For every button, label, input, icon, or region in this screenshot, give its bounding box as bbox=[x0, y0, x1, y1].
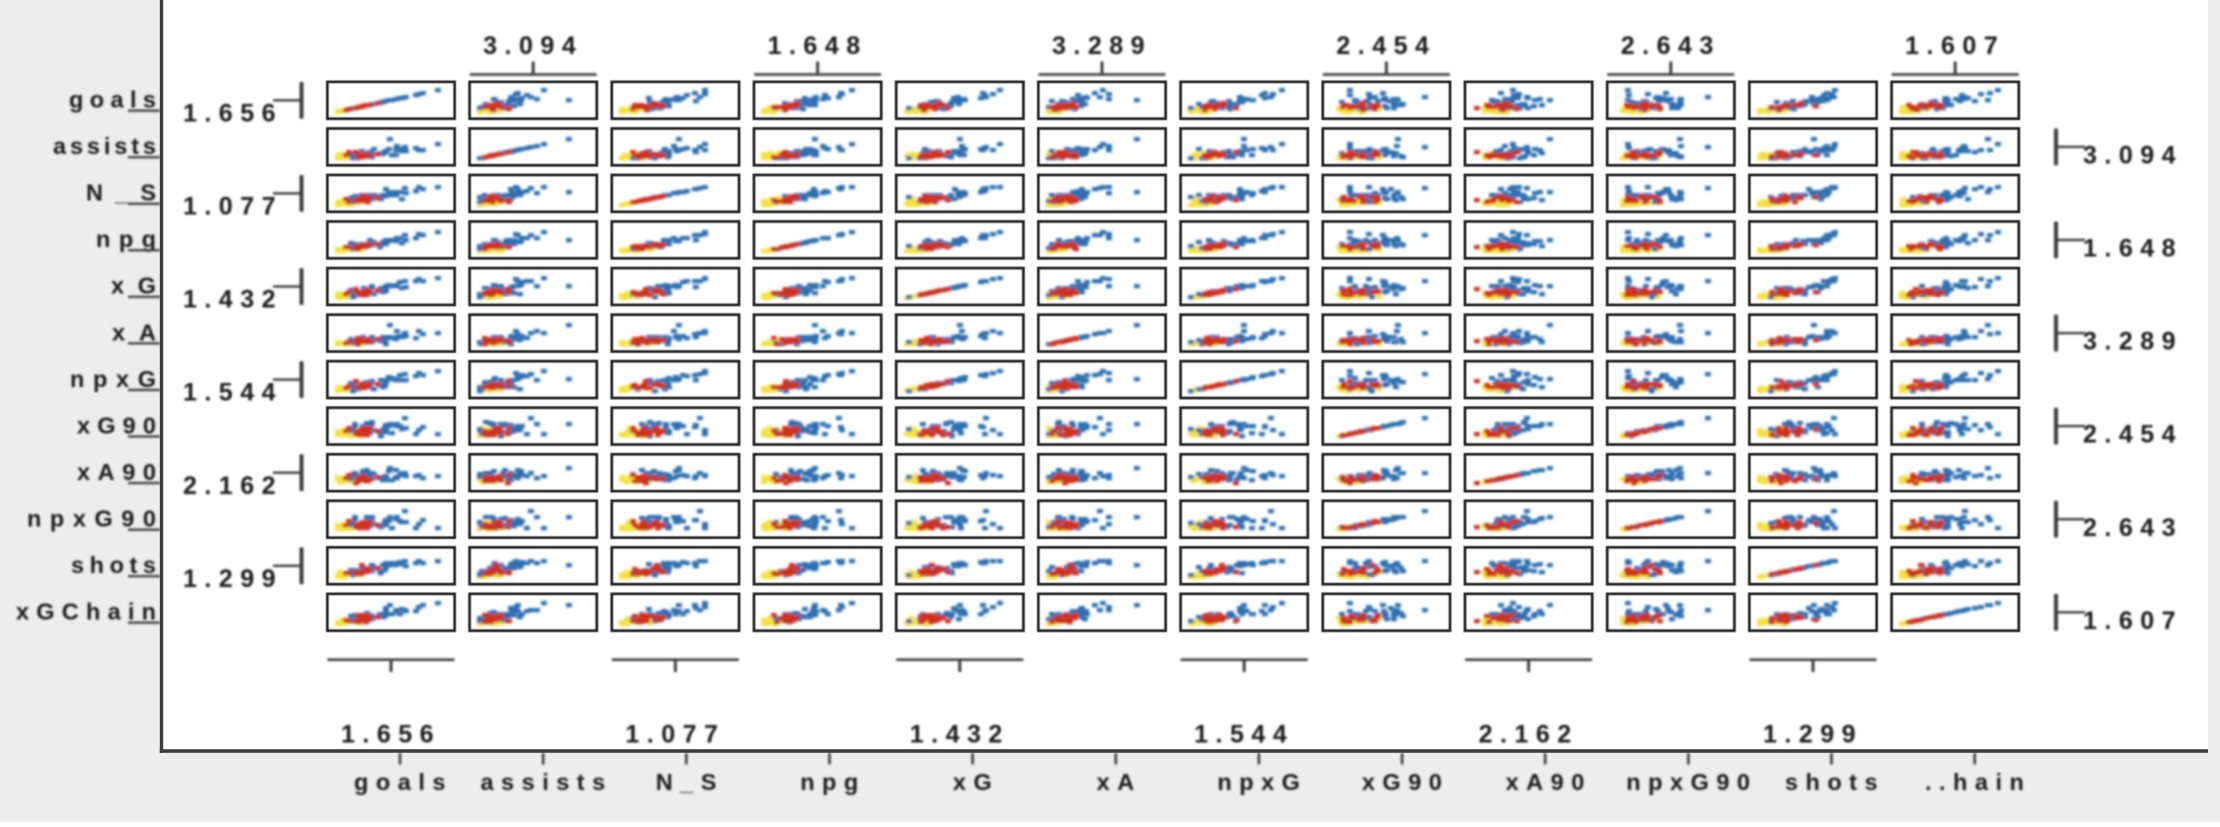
svg-text:shots: shots bbox=[71, 552, 156, 578]
svg-text:goals: goals bbox=[354, 769, 453, 795]
svg-text:1.544: 1.544 bbox=[1194, 721, 1294, 749]
svg-text:1.432: 1.432 bbox=[910, 721, 1010, 749]
svg-text:3.094: 3.094 bbox=[2083, 142, 2183, 170]
svg-text:1.544: 1.544 bbox=[183, 379, 283, 407]
svg-text:npg: npg bbox=[800, 769, 866, 795]
svg-text:3.094: 3.094 bbox=[483, 32, 583, 60]
svg-text:xA: xA bbox=[1097, 769, 1142, 795]
svg-text:3.289: 3.289 bbox=[2083, 328, 2183, 356]
svg-text:npxG90: npxG90 bbox=[1626, 769, 1757, 795]
svg-text:1.656: 1.656 bbox=[183, 99, 283, 127]
svg-text:2.162: 2.162 bbox=[183, 472, 283, 500]
svg-text:2.643: 2.643 bbox=[1621, 32, 1721, 60]
svg-text:N_S: N_S bbox=[86, 180, 156, 206]
svg-text:N_S: N_S bbox=[656, 769, 724, 795]
svg-text:xG: xG bbox=[953, 769, 999, 795]
svg-text:assists: assists bbox=[480, 769, 612, 795]
svg-text:2.454: 2.454 bbox=[1336, 32, 1436, 60]
svg-text:assists: assists bbox=[53, 133, 156, 159]
svg-text:1.656: 1.656 bbox=[341, 721, 441, 749]
svg-text:1.648: 1.648 bbox=[768, 32, 868, 60]
svg-text:2.643: 2.643 bbox=[2083, 514, 2183, 542]
svg-text:1.607: 1.607 bbox=[1905, 32, 2005, 60]
svg-text:shots: shots bbox=[1785, 769, 1885, 795]
svg-text:1.607: 1.607 bbox=[2083, 607, 2183, 635]
svg-text:2.454: 2.454 bbox=[2083, 421, 2183, 449]
svg-text:1.299: 1.299 bbox=[183, 565, 283, 593]
svg-text:2.162: 2.162 bbox=[1479, 721, 1579, 749]
svg-text:npg: npg bbox=[96, 226, 156, 252]
svg-text:1.077: 1.077 bbox=[183, 193, 283, 221]
svg-text:1.648: 1.648 bbox=[2083, 235, 2183, 263]
svg-text:1.077: 1.077 bbox=[625, 721, 725, 749]
svg-text:xA90: xA90 bbox=[1506, 769, 1592, 795]
svg-text:xGChain: xGChain bbox=[16, 599, 156, 625]
svg-text:goals: goals bbox=[69, 87, 156, 113]
svg-text:1.299: 1.299 bbox=[1763, 721, 1863, 749]
svg-text:..hain: ..hain bbox=[1925, 769, 2031, 795]
svg-text:npxG: npxG bbox=[1217, 769, 1307, 795]
svg-text:3.289: 3.289 bbox=[1052, 32, 1152, 60]
svg-text:xG90: xG90 bbox=[1362, 769, 1450, 795]
svg-text:1.432: 1.432 bbox=[183, 286, 283, 314]
